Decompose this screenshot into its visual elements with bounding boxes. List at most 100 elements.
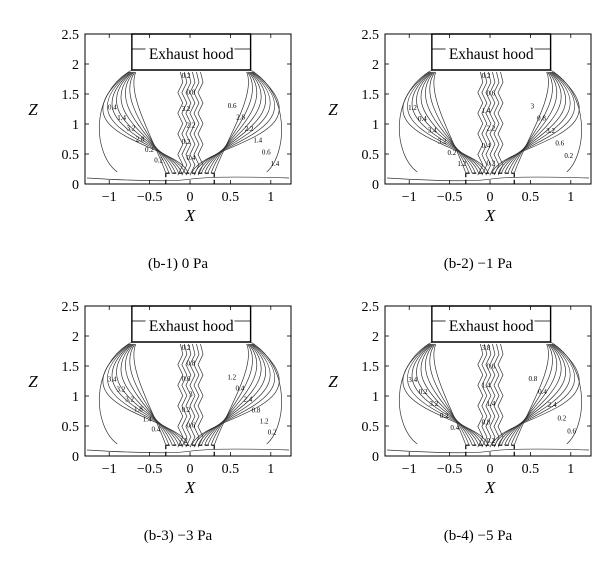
contour-lines <box>386 341 590 454</box>
contour-line <box>411 71 571 174</box>
contour-label: 3 <box>189 391 193 399</box>
contour-line <box>485 71 492 176</box>
contour-labels: 0.2 3.4 1.2 0.8 3.2 0.4 0.6 3.2 2.4 3 1.8 0.8 0.2 1.4… <box>108 344 277 445</box>
y-tick-label: 2 <box>72 58 79 73</box>
contour-line <box>550 69 582 173</box>
contour-label: 0.4 <box>450 424 459 432</box>
contour-line <box>493 71 500 176</box>
x-tick-label: 0 <box>487 190 494 205</box>
contour-labels: 0.21.2 30.60.4 0.81.43.4 3.22.23.2 0.60.40.2… <box>408 72 574 168</box>
contour-line <box>399 341 433 445</box>
contour-line <box>386 448 590 454</box>
x-tick-label: 1 <box>267 462 274 477</box>
y-axis-label: Z <box>28 372 38 391</box>
contour-line <box>420 71 562 174</box>
contour-line <box>250 69 282 173</box>
x-tick-label: −1 <box>402 462 417 477</box>
y-tick-label: 2.5 <box>62 28 80 43</box>
y-tick-label: 1.5 <box>62 360 80 375</box>
contour-label: 0.8 <box>482 419 491 427</box>
contour-label: 1.4 <box>482 381 491 389</box>
x-tick-label: 1 <box>567 462 574 477</box>
hood-label: Exhaust hood <box>449 318 534 335</box>
contour-line <box>111 343 271 446</box>
contour-line <box>116 343 267 446</box>
contour-label: 0.2 <box>182 406 191 414</box>
plot-frame <box>384 33 592 185</box>
contour-label: 1.4 <box>482 107 491 115</box>
chart-panel-4: 3.83.4 0.80.60.2 0.41.43.2 2.41.40.2 0.20.80… <box>328 300 592 544</box>
x-tick-label: 0.5 <box>222 462 240 477</box>
contour-line <box>107 71 275 174</box>
y-axis-label: Z <box>328 372 338 391</box>
contour-line <box>481 71 488 176</box>
x-axis-label: X <box>484 478 496 497</box>
x-tick-label: −0.5 <box>437 462 462 477</box>
contour-label: 2.4 <box>548 401 557 409</box>
y-tick-label: 0.5 <box>62 148 80 163</box>
contour-label: 0.8 <box>252 406 261 414</box>
contour-label: 1.2 <box>227 373 236 381</box>
contour-line <box>181 343 188 448</box>
contour-label: 0.4 <box>152 425 161 433</box>
contour-line <box>477 71 484 176</box>
contour-line <box>193 71 200 176</box>
contour-label: 3 <box>531 102 535 110</box>
y-tick-label: 0 <box>72 450 79 465</box>
contour-labels: 3.83.4 0.80.60.2 0.41.43.2 2.41.40.2 0.20.80… <box>408 344 576 445</box>
contour-label: 3.2 <box>182 105 191 113</box>
contour-label: 0.2 <box>182 72 191 80</box>
contour-label: 2.2 <box>245 125 254 133</box>
contour-line <box>177 71 184 176</box>
x-tick-label: −1 <box>102 462 117 477</box>
contour-line <box>120 71 262 174</box>
contour-label: 3.4 <box>428 126 437 134</box>
contour-line <box>425 71 557 174</box>
contour-label: 2.2 <box>186 121 195 129</box>
contour-label: 0.2 <box>182 344 191 352</box>
x-axis-label: X <box>184 206 196 225</box>
contour-line <box>416 343 567 446</box>
contour-label: 0.2 <box>440 412 449 420</box>
contour-line <box>433 71 549 174</box>
contour-label: 0.6 <box>567 428 576 436</box>
contour-label: 0.2 <box>448 149 457 157</box>
contour-line <box>125 71 257 174</box>
contour-label: 1.4 <box>253 137 262 145</box>
contour-label: 3.2 <box>546 127 555 135</box>
y-tick-label: 1.5 <box>62 88 80 103</box>
contour-line <box>429 71 553 174</box>
hood-label: Exhaust hood <box>449 46 534 63</box>
contour-label: 1.2 <box>457 160 466 168</box>
contour-label: 0.6 <box>555 139 564 147</box>
contour-label: 0.2 <box>564 152 573 160</box>
y-tick-label: 1.5 <box>362 360 380 375</box>
contour-line <box>407 71 575 174</box>
contour-label: 1.4 <box>486 400 495 408</box>
contour-line <box>86 176 290 182</box>
contour-label: 0.4 <box>108 104 117 112</box>
contour-line <box>177 343 184 448</box>
x-tick-label: −0.5 <box>137 462 162 477</box>
x-tick-label: −1 <box>102 190 117 205</box>
y-tick-label: 0 <box>72 178 79 193</box>
contour-label: 0.2 <box>154 156 163 164</box>
panel-caption: (b-4) −5 Pa <box>444 528 513 544</box>
contour-line <box>497 343 504 448</box>
contour-label: 0.4 <box>418 115 427 123</box>
x-axis-label: X <box>184 478 196 497</box>
y-tick-label: 2 <box>372 330 379 345</box>
contour-label: 0.8 <box>537 115 546 123</box>
x-tick-label: 0 <box>487 462 494 477</box>
y-tick-label: 2.5 <box>362 28 380 43</box>
contour-label: 1.4 <box>117 114 126 122</box>
contour-line <box>489 71 496 176</box>
contour-line <box>189 71 196 176</box>
y-tick-label: 2.5 <box>362 300 380 315</box>
contour-line <box>185 71 192 176</box>
y-tick-label: 1.5 <box>362 88 380 103</box>
chart-panel-2: 0.21.2 30.60.4 0.81.43.4 3.22.23.2 0.60.40.2… <box>328 28 592 272</box>
contour-line <box>86 448 290 454</box>
